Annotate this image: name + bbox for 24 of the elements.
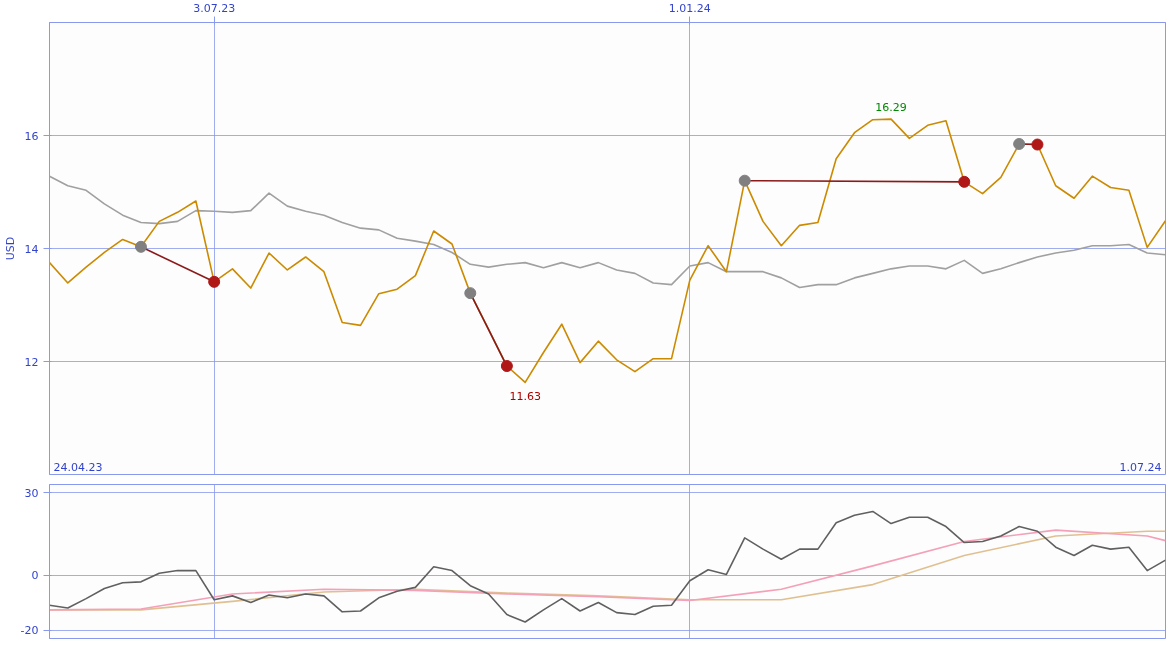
annotation: 1.07.24	[1119, 460, 1162, 474]
x-tick-label: 3.07.23	[193, 1, 236, 15]
point	[738, 174, 751, 187]
y-tick-label: 12	[24, 355, 39, 369]
annotation: 11.63	[509, 390, 541, 404]
line-series	[49, 175, 1166, 289]
point	[464, 287, 477, 300]
point	[134, 240, 147, 253]
annotation: 16.29	[875, 101, 907, 115]
y-tick-label: 14	[24, 242, 39, 256]
y-tick-label: 16	[24, 129, 39, 143]
y-axis-title: USD	[3, 236, 17, 261]
point	[208, 275, 221, 288]
point	[1013, 137, 1026, 150]
line-series	[49, 510, 1166, 623]
y-tick-label: -20	[20, 624, 39, 638]
x-tick-label: 1.01.24	[668, 1, 711, 15]
point	[958, 175, 971, 188]
y-tick-label: 30	[24, 486, 39, 500]
line-series	[49, 118, 1166, 384]
point	[500, 360, 513, 373]
y-tick-label: 0	[31, 569, 39, 583]
point	[1031, 138, 1044, 151]
annotation: 24.04.23	[53, 460, 103, 474]
